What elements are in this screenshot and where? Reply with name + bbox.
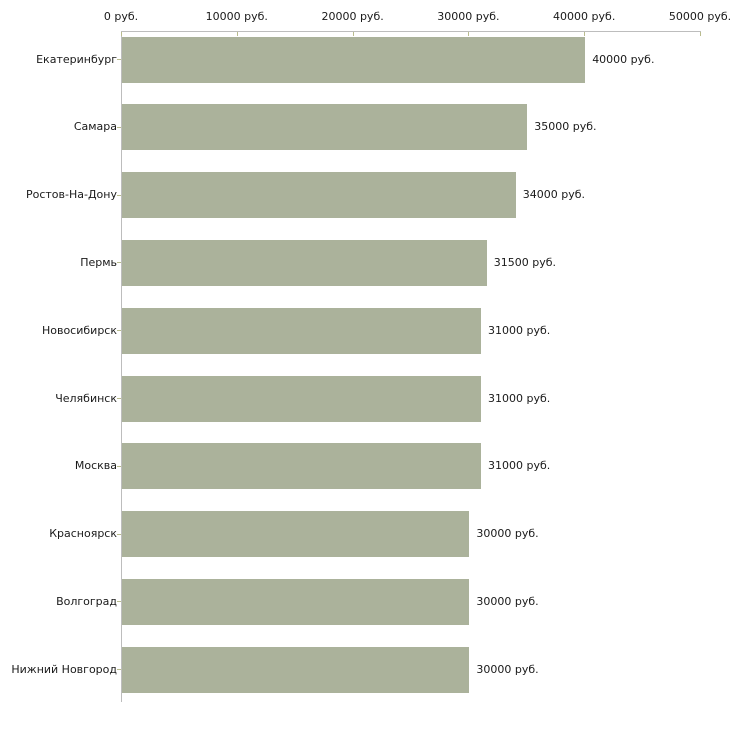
y-axis-tick-mark <box>117 669 121 671</box>
bar-row: Екатеринбург 40000 руб. <box>0 31 730 99</box>
city-label: Самара <box>73 120 117 134</box>
bar <box>122 239 487 286</box>
y-axis-tick-mark <box>117 194 121 196</box>
x-axis-tick-mark <box>700 32 701 36</box>
bar-row: Новосибирск 31000 руб. <box>0 302 730 370</box>
y-axis-tick-mark <box>117 262 121 264</box>
value-label: 34000 руб. <box>522 188 585 202</box>
value-label: 31000 руб. <box>487 323 551 337</box>
bar-row: Москва 31000 руб. <box>0 438 730 506</box>
city-label: Новосибирск <box>41 323 117 337</box>
bar <box>122 36 586 83</box>
value-label: 31000 руб. <box>487 459 551 473</box>
y-axis-tick-mark <box>117 330 121 332</box>
bar <box>122 307 481 354</box>
bar-row: Красноярск 30000 руб. <box>0 506 730 574</box>
value-label: 30000 руб. <box>476 594 539 608</box>
value-label: 30000 руб. <box>476 662 539 676</box>
bar <box>122 172 516 219</box>
x-axis-tick-label: 40000 руб. <box>553 10 616 23</box>
x-axis-tick-label: 0 руб. <box>103 10 139 23</box>
value-label: 35000 руб. <box>534 120 597 134</box>
bar-row: Волгоград 30000 руб. <box>0 573 730 641</box>
bar-row: Самара 35000 руб. <box>0 99 730 167</box>
bar <box>122 578 470 625</box>
city-label: Ростов-На-Дону <box>25 188 117 202</box>
y-axis-tick-mark <box>117 59 121 61</box>
x-axis-line <box>121 31 701 32</box>
x-axis-tick-label: 10000 руб. <box>205 10 268 23</box>
bar <box>122 375 481 422</box>
x-axis-tick-mark <box>352 32 354 36</box>
value-label: 40000 руб. <box>592 52 655 66</box>
bar <box>122 443 481 490</box>
y-axis-tick-mark <box>117 398 121 400</box>
x-axis-tick-mark <box>584 32 586 36</box>
y-axis-tick-mark <box>117 126 121 128</box>
x-axis-tick-label: 20000 руб. <box>321 10 384 23</box>
value-label: 31500 руб. <box>493 255 557 269</box>
bar-row: Челябинск 31000 руб. <box>0 370 730 438</box>
y-axis-line <box>121 31 122 702</box>
city-label: Красноярск <box>49 527 117 541</box>
y-axis-tick-mark <box>117 601 121 603</box>
value-label: 30000 руб. <box>476 527 539 541</box>
bar <box>122 104 528 151</box>
x-axis-tick-label: 30000 руб. <box>437 10 500 23</box>
city-label: Москва <box>74 459 117 473</box>
bar <box>122 511 470 558</box>
city-label: Пермь <box>80 255 117 269</box>
x-axis-tick-mark <box>121 32 122 36</box>
bar-row: Ростов-На-Дону 34000 руб. <box>0 167 730 235</box>
bar-row: Нижний Новгород 30000 руб. <box>0 641 730 709</box>
bar-row: Пермь 31500 руб. <box>0 234 730 302</box>
y-axis-tick-mark <box>117 465 121 467</box>
city-label: Волгоград <box>56 594 117 608</box>
x-axis-tick-mark <box>236 32 238 36</box>
x-axis-tick-mark <box>468 32 470 36</box>
city-label: Нижний Новгород <box>11 662 117 676</box>
city-label: Челябинск <box>55 391 117 405</box>
value-label: 31000 руб. <box>487 391 551 405</box>
city-label: Екатеринбург <box>36 52 117 66</box>
bar <box>122 646 470 693</box>
y-axis-tick-mark <box>117 533 121 535</box>
x-axis-tick-label: 50000 руб. <box>668 10 730 23</box>
